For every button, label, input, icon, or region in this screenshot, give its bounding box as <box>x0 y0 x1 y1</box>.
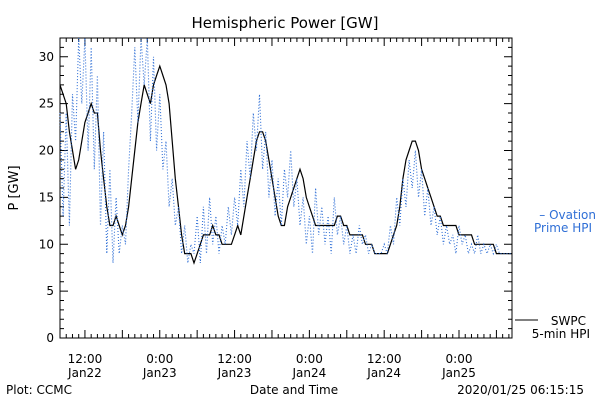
y-tick-label: 25 <box>39 97 54 111</box>
series-swpc-hpi-line <box>59 64 512 265</box>
y-tick-label: 0 <box>46 331 54 345</box>
x-tick-label-date: Jan23 <box>142 366 177 380</box>
x-tick-label-date: Jan24 <box>366 366 401 380</box>
legend-ovation-line1: – Ovation <box>539 208 596 222</box>
legend-swpc-line1: SWPC <box>551 314 586 328</box>
x-tick-label-date: Jan24 <box>291 366 326 380</box>
y-tick-label: 15 <box>39 190 54 204</box>
plot-area: 05101520253012:00Jan220:00Jan2312:00Jan2… <box>39 37 513 380</box>
chart-title: Hemispheric Power [GW] <box>192 14 379 32</box>
footer-right: 2020/01/25 06:15:15 <box>457 383 584 397</box>
x-axis-label: Date and Time <box>250 383 338 397</box>
footer-left: Plot: CCMC <box>6 383 72 397</box>
y-tick-label: 20 <box>39 144 54 158</box>
x-tick-label-time: 12:00 <box>367 352 402 366</box>
x-tick-label-time: 0:00 <box>446 352 473 366</box>
x-tick-label-time: 0:00 <box>146 352 173 366</box>
y-tick-label: 30 <box>39 50 54 64</box>
y-tick-label: 5 <box>46 284 54 298</box>
x-tick-label-date: Jan23 <box>217 366 252 380</box>
x-tick-label-time: 12:00 <box>217 352 252 366</box>
x-tick-label-date: Jan22 <box>67 366 102 380</box>
series-ovation-prime-line <box>59 37 512 264</box>
x-tick-label-time: 0:00 <box>296 352 323 366</box>
legend-swpc-line2: 5-min HPI <box>532 327 590 341</box>
y-axis-label: P [GW] <box>7 165 22 210</box>
legend-ovation-line2: Prime HPI <box>534 221 592 235</box>
x-tick-label-time: 12:00 <box>68 352 103 366</box>
x-tick-label-date: Jan25 <box>441 366 476 380</box>
y-tick-label: 10 <box>39 237 54 251</box>
